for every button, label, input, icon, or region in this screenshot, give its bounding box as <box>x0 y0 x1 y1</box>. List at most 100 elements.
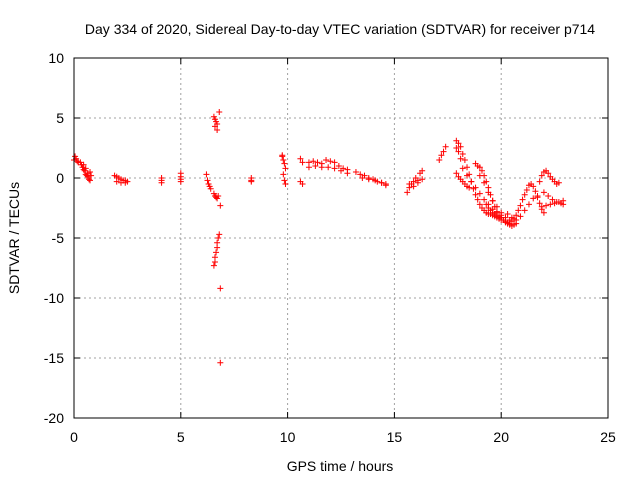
data-point <box>438 152 445 159</box>
data-point <box>517 202 524 209</box>
data-point <box>297 155 304 162</box>
data-point <box>476 201 483 208</box>
data-point <box>534 193 541 199</box>
data-point <box>547 201 554 208</box>
data-point <box>331 165 338 172</box>
data-point <box>357 171 364 178</box>
data-point <box>248 178 255 185</box>
x-tick-label: 15 <box>387 429 403 445</box>
data-point <box>555 199 562 205</box>
data-point <box>419 176 426 183</box>
data-point <box>545 170 552 177</box>
data-point <box>466 184 473 191</box>
data-point <box>459 165 466 172</box>
y-tick-label: 10 <box>48 50 64 66</box>
y-tick-label: -10 <box>44 290 64 306</box>
x-tick-label: 25 <box>600 429 616 445</box>
data-point <box>211 254 218 261</box>
y-tick-label: -15 <box>44 350 64 366</box>
data-point <box>543 202 550 209</box>
data-point <box>323 157 330 163</box>
data-point <box>282 181 289 187</box>
data-point <box>545 193 552 199</box>
data-point <box>84 170 91 177</box>
data-point <box>158 179 165 186</box>
data-point <box>521 207 528 214</box>
data-point <box>414 179 421 186</box>
data-point <box>310 158 317 165</box>
data-point <box>461 157 468 163</box>
data-point <box>530 183 537 190</box>
data-point <box>87 177 94 184</box>
data-point <box>457 155 464 162</box>
x-tick-label: 20 <box>493 429 509 445</box>
data-point <box>335 163 342 169</box>
data-point <box>523 187 530 193</box>
data-point <box>82 165 89 172</box>
data-point <box>177 178 184 185</box>
data-point <box>519 196 526 203</box>
x-tick-label: 5 <box>177 429 185 445</box>
data-point <box>281 177 288 184</box>
data-point <box>478 167 485 174</box>
data-point <box>299 159 306 166</box>
data-point <box>113 178 120 185</box>
data-point <box>489 197 496 204</box>
data-point <box>536 200 543 207</box>
grid-lines <box>74 58 608 418</box>
data-point <box>476 172 483 179</box>
data-point <box>504 211 511 217</box>
data-point <box>525 201 532 208</box>
data-point <box>549 196 556 203</box>
data-point <box>474 196 481 203</box>
data-point <box>327 158 334 165</box>
data-point <box>299 181 306 187</box>
data-point <box>314 159 321 166</box>
data-point <box>464 172 471 179</box>
data-point <box>493 203 500 210</box>
data-point <box>382 181 389 187</box>
data-point <box>515 207 522 214</box>
data-point <box>419 167 426 174</box>
data-point <box>436 157 443 163</box>
data-point <box>80 161 87 168</box>
data-point <box>540 189 547 196</box>
data-point <box>476 164 483 171</box>
y-tick-label: -20 <box>44 410 64 426</box>
data-point <box>455 140 462 147</box>
data-point <box>344 170 351 177</box>
data-point <box>560 197 567 204</box>
data-point <box>453 170 460 177</box>
data-point <box>122 179 129 186</box>
data-point <box>217 359 224 366</box>
data-point <box>352 169 359 175</box>
data-point <box>279 152 286 159</box>
data-point <box>215 235 222 241</box>
data-point <box>513 217 520 223</box>
data-point <box>215 193 222 199</box>
data-point <box>280 157 287 163</box>
data-point <box>211 123 218 130</box>
x-tick-label: 10 <box>280 429 296 445</box>
data-point <box>217 285 224 292</box>
data-point <box>459 151 466 157</box>
data-point <box>464 164 471 171</box>
data-point <box>280 171 287 178</box>
data-point <box>74 158 81 165</box>
data-point <box>468 178 475 185</box>
data-point <box>217 202 224 209</box>
data-point <box>282 165 289 172</box>
data-point <box>483 201 490 208</box>
data-point <box>216 109 223 115</box>
data-point <box>538 172 545 179</box>
data-point <box>476 190 483 197</box>
data-point <box>540 209 547 216</box>
data-point <box>457 143 464 150</box>
data-point <box>214 239 221 246</box>
data-point <box>530 195 537 202</box>
data-point <box>359 175 366 181</box>
data-point <box>85 176 92 183</box>
data-point <box>517 213 524 220</box>
data-point <box>481 179 488 186</box>
data-point <box>365 176 372 183</box>
